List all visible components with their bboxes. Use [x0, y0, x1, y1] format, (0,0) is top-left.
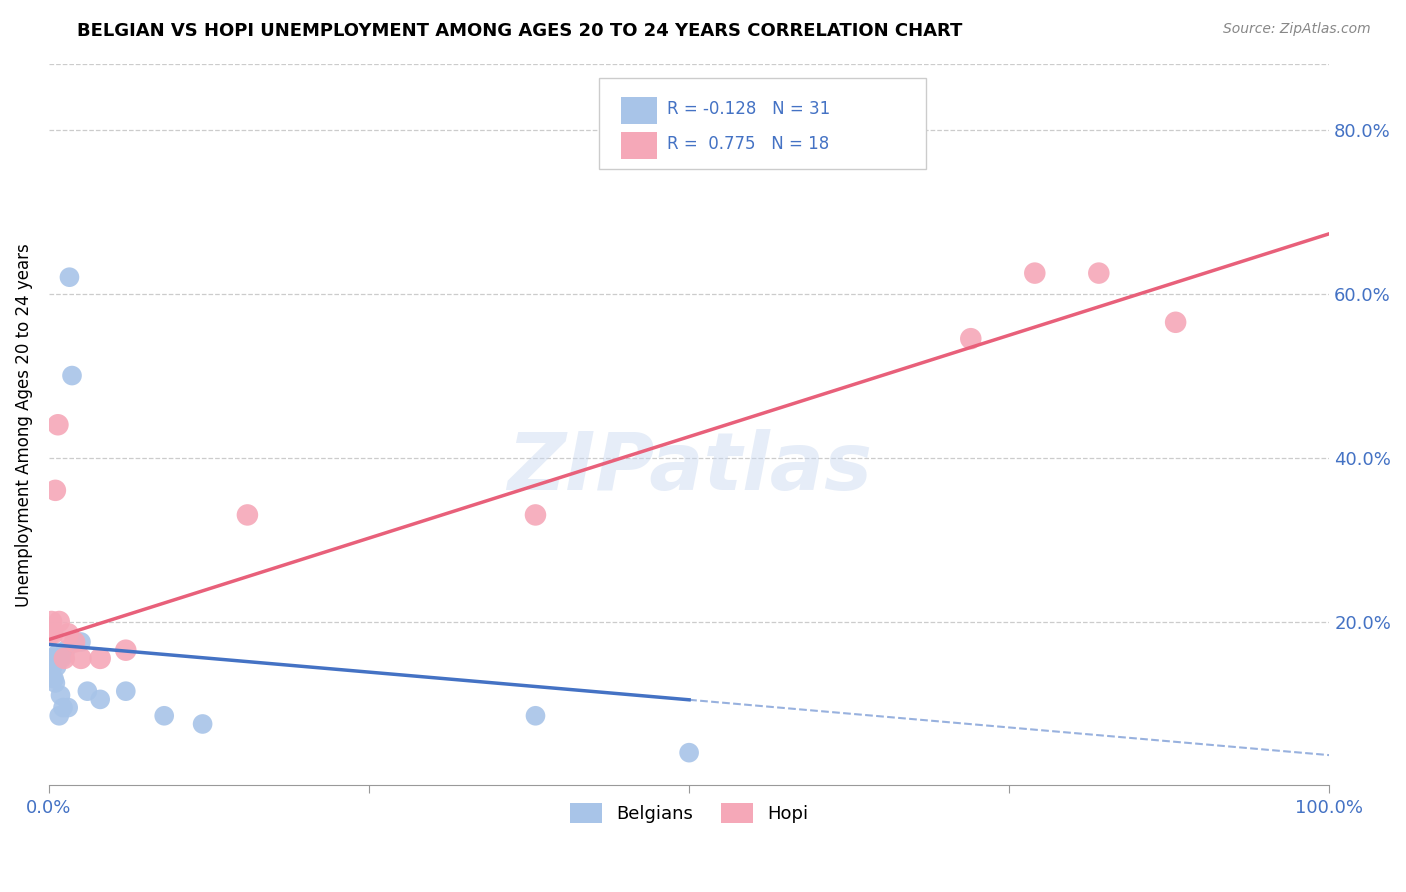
Bar — [621, 132, 657, 160]
Point — [48, 708, 70, 723]
Point — [42, 627, 65, 641]
Point — [191, 717, 214, 731]
Legend: Belgians, Hopi: Belgians, Hopi — [562, 797, 815, 830]
Text: R = -0.128   N = 31: R = -0.128 N = 31 — [668, 100, 831, 118]
Point — [46, 651, 69, 665]
Point — [153, 708, 176, 723]
Point — [56, 700, 79, 714]
Point — [959, 332, 981, 346]
Bar — [621, 96, 657, 124]
Point — [46, 417, 69, 432]
Point — [44, 651, 66, 665]
Point — [524, 708, 547, 723]
Point — [114, 684, 136, 698]
Point — [89, 692, 111, 706]
Point — [58, 270, 80, 285]
Point — [48, 615, 70, 629]
Point — [42, 672, 65, 686]
Point — [41, 659, 63, 673]
Point — [53, 648, 76, 662]
Point — [70, 651, 93, 665]
Point — [53, 651, 76, 665]
Point — [41, 651, 63, 665]
Point — [1164, 315, 1187, 329]
Point — [236, 508, 259, 522]
Point — [678, 746, 700, 760]
Text: ZIPatlas: ZIPatlas — [506, 429, 872, 507]
Point — [55, 643, 77, 657]
Point — [524, 508, 547, 522]
Point — [44, 483, 66, 498]
Point — [42, 651, 65, 665]
Point — [1024, 266, 1046, 280]
Point — [51, 651, 73, 665]
FancyBboxPatch shape — [599, 78, 927, 169]
Point — [114, 643, 136, 657]
Point — [89, 651, 111, 665]
Point — [76, 684, 98, 698]
Point — [49, 688, 72, 702]
Point — [63, 635, 86, 649]
Y-axis label: Unemployment Among Ages 20 to 24 years: Unemployment Among Ages 20 to 24 years — [15, 243, 32, 607]
Point — [48, 651, 70, 665]
Text: R =  0.775   N = 18: R = 0.775 N = 18 — [668, 135, 830, 153]
Point — [42, 659, 65, 673]
Text: Source: ZipAtlas.com: Source: ZipAtlas.com — [1223, 22, 1371, 37]
Point — [63, 635, 86, 649]
Point — [1088, 266, 1111, 280]
Point — [45, 659, 67, 673]
Point — [56, 627, 79, 641]
Point — [44, 676, 66, 690]
Point — [52, 700, 75, 714]
Point — [39, 627, 62, 641]
Point — [39, 651, 62, 665]
Point — [70, 635, 93, 649]
Point — [45, 648, 67, 662]
Point — [42, 651, 65, 665]
Text: BELGIAN VS HOPI UNEMPLOYMENT AMONG AGES 20 TO 24 YEARS CORRELATION CHART: BELGIAN VS HOPI UNEMPLOYMENT AMONG AGES … — [77, 22, 963, 40]
Point — [41, 615, 63, 629]
Point — [60, 368, 83, 383]
